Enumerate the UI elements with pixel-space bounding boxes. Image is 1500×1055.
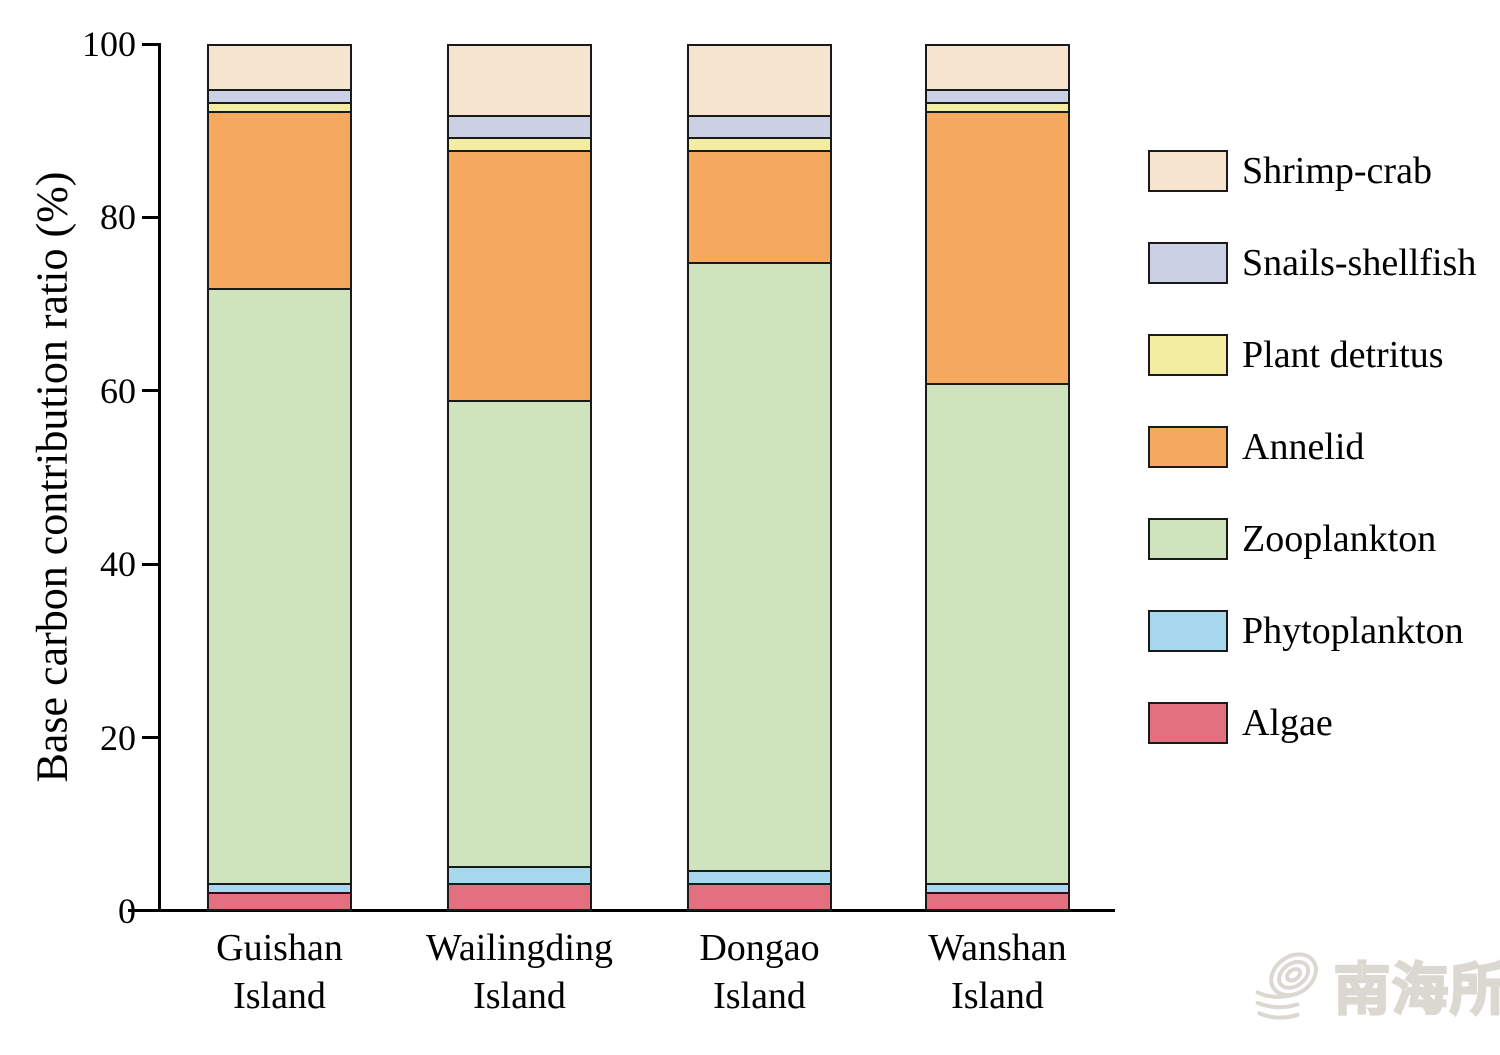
legend-item-phytoplankton: Phytoplankton	[1148, 610, 1476, 652]
legend: Shrimp-crab Snails-shellfish Plant detritu…	[1148, 150, 1476, 794]
legend-label-annelid: Annelid	[1242, 426, 1365, 468]
x-label-line: Wanshan	[928, 927, 1067, 969]
segment-plant-detritus-dongao-island	[689, 136, 830, 150]
y-axis-title: Base carbon contribution ratio (%)	[27, 171, 77, 783]
legend-swatch-snails-shellfish	[1148, 242, 1228, 284]
legend-item-annelid: Annelid	[1148, 426, 1476, 468]
x-label-dongao-island: Dongao Island	[600, 924, 920, 1020]
y-tick-label-0: 0	[118, 891, 136, 931]
segment-phytoplankton-wanshan-island	[927, 883, 1068, 892]
x-label-line: Guishan	[216, 927, 343, 969]
x-label-line: Wailingding	[426, 927, 613, 969]
segment-snails-shellfish-guishan-island	[209, 89, 350, 103]
legend-label-algae: Algae	[1242, 702, 1333, 744]
segment-snails-shellfish-dongao-island	[689, 115, 830, 137]
legend-item-snails-shellfish: Snails-shellfish	[1148, 242, 1476, 284]
x-label-guishan-island: Guishan Island	[120, 924, 440, 1020]
segment-snails-shellfish-wanshan-island	[927, 89, 1068, 103]
legend-label-shrimp-crab: Shrimp-crab	[1242, 150, 1432, 192]
bar-wailingding-island	[447, 44, 592, 911]
segment-zooplankton-dongao-island	[689, 261, 830, 871]
segment-phytoplankton-dongao-island	[689, 870, 830, 884]
segment-algae-wailingding-island	[449, 883, 590, 909]
segment-shrimp-crab-dongao-island	[689, 46, 830, 116]
bar-guishan-island	[207, 44, 352, 911]
y-tick-mark-80	[142, 215, 160, 219]
legend-swatch-plant-detritus	[1148, 334, 1228, 376]
legend-swatch-annelid	[1148, 426, 1228, 468]
segment-plant-detritus-guishan-island	[209, 102, 350, 111]
legend-item-shrimp-crab: Shrimp-crab	[1148, 150, 1476, 192]
segment-algae-guishan-island	[209, 891, 350, 909]
legend-swatch-shrimp-crab	[1148, 150, 1228, 192]
x-label-line: Dongao	[699, 927, 820, 969]
legend-label-snails-shellfish: Snails-shellfish	[1242, 242, 1477, 284]
x-label-line: Island	[713, 975, 806, 1017]
y-axis-line	[158, 43, 161, 912]
segment-plant-detritus-wanshan-island	[927, 102, 1068, 111]
y-tick-mark-100	[142, 42, 160, 46]
legend-label-phytoplankton: Phytoplankton	[1242, 610, 1464, 652]
watermark-text: 南海所	[1333, 959, 1500, 1024]
segment-plant-detritus-wailingding-island	[449, 136, 590, 150]
legend-item-plant-detritus: Plant detritus	[1148, 334, 1476, 376]
y-tick-mark-20	[142, 736, 160, 740]
legend-swatch-phytoplankton	[1148, 610, 1228, 652]
x-axis-line	[128, 909, 1115, 912]
x-label-line: Island	[233, 975, 326, 1017]
shell-logo-icon	[1255, 951, 1318, 1020]
segment-annelid-dongao-island	[689, 149, 830, 262]
legend-item-algae: Algae	[1148, 702, 1476, 744]
legend-label-plant-detritus: Plant detritus	[1242, 334, 1444, 376]
segment-phytoplankton-wailingding-island	[449, 865, 590, 884]
legend-swatch-zooplankton	[1148, 518, 1228, 560]
watermark: 南海所	[1248, 945, 1500, 1026]
y-tick-label-40: 40	[100, 544, 136, 585]
segment-zooplankton-wailingding-island	[449, 399, 590, 866]
segment-annelid-wailingding-island	[449, 149, 590, 400]
segment-phytoplankton-guishan-island	[209, 883, 350, 892]
y-tick-label-80: 80	[100, 197, 136, 238]
legend-label-zooplankton: Zooplankton	[1242, 518, 1437, 560]
segment-algae-wanshan-island	[927, 891, 1068, 909]
x-label-line: Island	[473, 975, 566, 1017]
segment-shrimp-crab-wailingding-island	[449, 46, 590, 116]
x-label-line: Island	[951, 975, 1044, 1017]
segment-shrimp-crab-wanshan-island	[927, 46, 1068, 90]
segment-annelid-wanshan-island	[927, 110, 1068, 383]
x-label-wanshan-island: Wanshan Island	[838, 924, 1158, 1020]
y-tick-label-100: 100	[82, 24, 136, 64]
bar-wanshan-island	[925, 44, 1070, 911]
bar-dongao-island	[687, 44, 832, 911]
segment-algae-dongao-island	[689, 883, 830, 909]
segment-zooplankton-guishan-island	[209, 287, 350, 884]
x-label-wailingding-island: Wailingding Island	[360, 924, 680, 1020]
segment-shrimp-crab-guishan-island	[209, 46, 350, 90]
y-tick-mark-60	[142, 389, 160, 393]
legend-item-zooplankton: Zooplankton	[1148, 518, 1476, 560]
segment-annelid-guishan-island	[209, 110, 350, 288]
legend-swatch-algae	[1148, 702, 1228, 744]
segment-snails-shellfish-wailingding-island	[449, 115, 590, 137]
y-tick-mark-40	[142, 562, 160, 566]
y-tick-label-20: 20	[100, 717, 136, 758]
segment-zooplankton-wanshan-island	[927, 382, 1068, 884]
y-tick-label-60: 60	[100, 370, 136, 411]
